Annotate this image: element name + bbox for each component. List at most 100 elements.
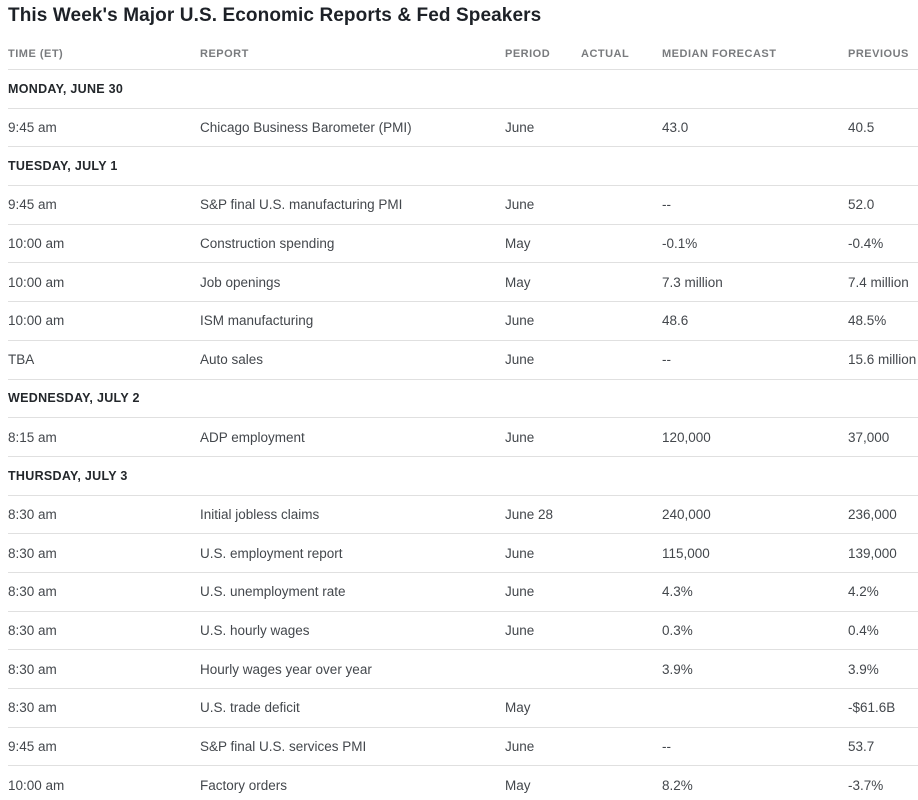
cell-previous: 53.7: [848, 739, 875, 755]
cell-report: Auto sales: [200, 352, 264, 368]
cell-previous: -$61.6B: [848, 700, 896, 716]
cell-report: ADP employment: [200, 429, 305, 445]
cell-period: June 28: [505, 506, 554, 522]
cell-median-forecast: --: [662, 197, 671, 213]
column-header-report: REPORT: [200, 48, 249, 60]
day-header-row: WEDNESDAY, JULY 2: [8, 380, 918, 419]
cell-previous: 3.9%: [848, 661, 879, 677]
cell-previous: 139,000: [848, 545, 897, 561]
cell-median-forecast: 7.3 million: [662, 274, 723, 290]
cell-period: June: [505, 313, 535, 329]
cell-previous: -3.7%: [848, 777, 884, 793]
cell-previous: 15.6 million: [848, 352, 917, 368]
cell-time: 8:30 am: [8, 545, 57, 561]
cell-period: May: [505, 777, 531, 793]
day-header-label: WEDNESDAY, JULY 2: [8, 391, 140, 406]
table-row: 9:45 am S&P final U.S. services PMI June…: [8, 728, 918, 767]
cell-median-forecast: 0.3%: [662, 622, 693, 638]
cell-report: U.S. hourly wages: [200, 622, 310, 638]
cell-time: 10:00 am: [8, 236, 65, 252]
table-row: 10:00 am Construction spending May -0.1%…: [8, 225, 918, 264]
reports-table: TIME (ET) REPORT PERIOD ACTUAL MEDIAN FO…: [0, 28, 918, 800]
cell-previous: 236,000: [848, 506, 897, 522]
day-header-label: MONDAY, JUNE 30: [8, 81, 124, 96]
cell-median-forecast: 43.0: [662, 120, 689, 136]
column-header-previous: PREVIOUS: [848, 48, 909, 60]
cell-time: 10:00 am: [8, 274, 65, 290]
cell-time: 10:00 am: [8, 313, 65, 329]
table-row: 10:00 am Job openings May 7.3 million 7.…: [8, 263, 918, 303]
cell-period: June: [505, 429, 535, 445]
cell-report: S&P final U.S. manufacturing PMI: [200, 197, 403, 213]
cell-period: May: [505, 236, 531, 252]
cell-time: 8:15 am: [8, 429, 57, 445]
cell-report: U.S. employment report: [200, 545, 343, 561]
cell-time: 8:30 am: [8, 506, 57, 522]
cell-period: June: [505, 739, 535, 755]
cell-median-forecast: 115,000: [662, 545, 710, 561]
cell-time: 8:30 am: [8, 661, 57, 677]
cell-median-forecast: --: [662, 739, 671, 755]
table-row: TBA Auto sales June -- 15.6 million: [8, 341, 918, 380]
cell-median-forecast: --: [662, 352, 671, 368]
cell-time: 8:30 am: [8, 584, 57, 600]
cell-period: June: [505, 352, 535, 368]
table-row: 8:30 am U.S. unemployment rate June 4.3%…: [8, 573, 918, 612]
cell-report: S&P final U.S. services PMI: [200, 739, 367, 755]
cell-period: June: [505, 584, 535, 600]
table-row: 8:15 am ADP employment June 120,000 37,0…: [8, 418, 918, 457]
day-header-row: MONDAY, JUNE 30: [8, 70, 918, 109]
cell-time: 9:45 am: [8, 197, 57, 213]
cell-time: 10:00 am: [8, 777, 65, 793]
cell-previous: 48.5%: [848, 313, 887, 329]
cell-report: ISM manufacturing: [200, 313, 314, 329]
cell-previous: 52.0: [848, 197, 875, 213]
cell-previous: 0.4%: [848, 622, 879, 638]
column-header-time: TIME (ET): [8, 48, 64, 60]
table-row: 8:30 am U.S. trade deficit May -$61.6B: [8, 689, 918, 728]
table-row: 8:30 am U.S. employment report June 115,…: [8, 534, 918, 573]
table-row: 9:45 am Chicago Business Barometer (PMI)…: [8, 109, 918, 148]
table-row: 8:30 am Initial jobless claims June 28 2…: [8, 496, 918, 535]
cell-previous: 40.5: [848, 120, 875, 136]
cell-period: May: [505, 700, 531, 716]
cell-period: June: [505, 545, 535, 561]
table-row: 8:30 am Hourly wages year over year 3.9%…: [8, 650, 918, 689]
cell-period: June: [505, 120, 535, 136]
cell-period: June: [505, 197, 535, 213]
column-header-median-forecast: MEDIAN FORECAST: [662, 48, 777, 60]
cell-time: 8:30 am: [8, 622, 57, 638]
cell-period: May: [505, 274, 531, 290]
cell-period: June: [505, 622, 535, 638]
cell-report: Factory orders: [200, 777, 288, 793]
cell-report: Job openings: [200, 274, 281, 290]
cell-time: 9:45 am: [8, 120, 57, 136]
cell-time: 8:30 am: [8, 700, 57, 716]
day-header-row: TUESDAY, JULY 1: [8, 147, 918, 187]
cell-previous: -0.4%: [848, 236, 884, 252]
day-header-label: THURSDAY, JULY 3: [8, 468, 128, 483]
cell-median-forecast: -0.1%: [662, 236, 698, 252]
cell-median-forecast: 3.9%: [662, 661, 693, 677]
day-header-label: TUESDAY, JULY 1: [8, 159, 118, 174]
cell-previous: 7.4 million: [848, 274, 909, 290]
table-row: 10:00 am Factory orders May 8.2% -3.7%: [8, 766, 918, 800]
cell-report: Construction spending: [200, 236, 335, 252]
table-row: 8:30 am U.S. hourly wages June 0.3% 0.4%: [8, 612, 918, 651]
cell-report: Chicago Business Barometer (PMI): [200, 120, 412, 136]
table-row: 10:00 am ISM manufacturing June 48.6 48.…: [8, 302, 918, 341]
cell-report: Hourly wages year over year: [200, 661, 372, 677]
cell-median-forecast: 120,000: [662, 429, 711, 445]
cell-time: 9:45 am: [8, 739, 57, 755]
cell-median-forecast: 48.6: [662, 313, 689, 329]
column-header-actual: ACTUAL: [581, 48, 630, 60]
day-header-row: THURSDAY, JULY 3: [8, 457, 918, 496]
cell-time: TBA: [8, 352, 35, 368]
cell-median-forecast: 4.3%: [662, 584, 693, 600]
column-header-period: PERIOD: [505, 48, 551, 60]
cell-previous: 37,000: [848, 429, 890, 445]
table-row: 9:45 am S&P final U.S. manufacturing PMI…: [8, 186, 918, 225]
cell-report: U.S. trade deficit: [200, 700, 300, 716]
page-title: This Week's Major U.S. Economic Reports …: [8, 5, 542, 26]
